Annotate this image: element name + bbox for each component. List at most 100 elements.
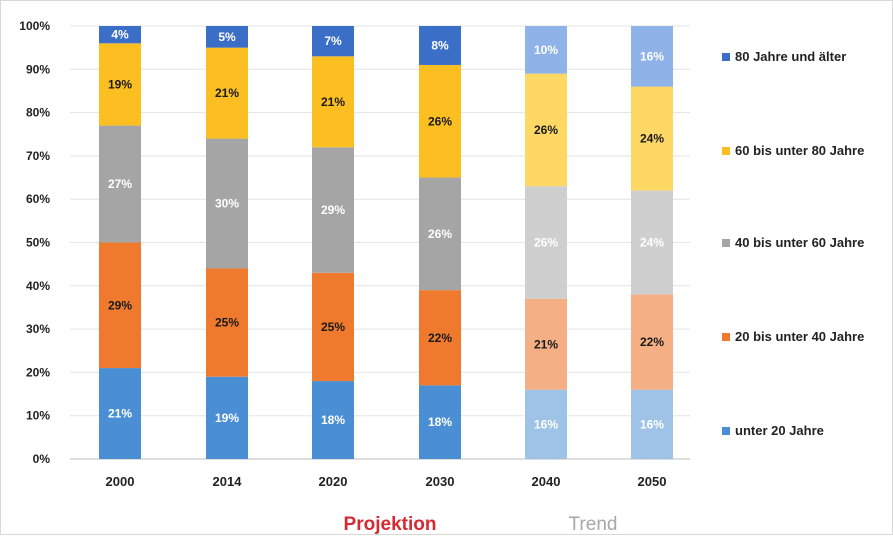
data-label: 21% bbox=[321, 95, 345, 109]
bar-segment bbox=[99, 26, 141, 44]
legend-swatch bbox=[722, 333, 730, 341]
data-label: 27% bbox=[108, 177, 132, 191]
y-tick-label: 50% bbox=[26, 236, 50, 250]
legend-label: 20 bis unter 40 Jahre bbox=[735, 329, 864, 344]
y-tick-label: 100% bbox=[19, 19, 50, 33]
bar-2040: 16% 21% 26% 26% 10% bbox=[525, 26, 567, 459]
data-label: 5% bbox=[218, 30, 236, 44]
data-label: 7% bbox=[324, 34, 342, 48]
y-tick-label: 80% bbox=[26, 106, 50, 120]
y-axis: 0% 10% 20% 30% 40% 50% 60% 70% 80% 90% 100% bbox=[19, 19, 50, 466]
bar-segment bbox=[419, 64, 461, 178]
y-tick-label: 10% bbox=[26, 409, 50, 423]
y-tick-label: 60% bbox=[26, 192, 50, 206]
data-label: 24% bbox=[640, 132, 664, 146]
data-label: 21% bbox=[215, 86, 239, 100]
bar-2014: 19% 25% 30% 21% 5% bbox=[206, 26, 248, 459]
bar-segment bbox=[631, 294, 673, 390]
bar-2020: 18% 25% 29% 21% 7% bbox=[312, 26, 354, 459]
bar-segment bbox=[419, 290, 461, 386]
y-tick-label: 70% bbox=[26, 149, 50, 163]
data-label: 21% bbox=[534, 337, 558, 351]
x-tick-label: 2014 bbox=[213, 474, 243, 489]
data-label: 25% bbox=[215, 316, 239, 330]
x-tick-label: 2030 bbox=[426, 474, 455, 489]
data-label: 26% bbox=[534, 123, 558, 137]
projektion-annotation: Projektion bbox=[344, 514, 437, 535]
bar-segment bbox=[99, 242, 141, 369]
legend-label: 60 bis unter 80 Jahre bbox=[735, 143, 864, 158]
bar-segment bbox=[525, 389, 567, 459]
x-tick-label: 2050 bbox=[638, 474, 667, 489]
bar-segment bbox=[525, 186, 567, 299]
data-label: 16% bbox=[534, 417, 558, 431]
bar-segment bbox=[631, 389, 673, 459]
bar-segment bbox=[312, 272, 354, 382]
legend-entry: 40 bis unter 60 Jahre bbox=[722, 235, 864, 250]
data-label: 22% bbox=[428, 331, 452, 345]
data-label: 26% bbox=[428, 227, 452, 241]
bar-segment bbox=[206, 138, 248, 269]
bar-segment bbox=[312, 147, 354, 273]
legend-swatch bbox=[722, 147, 730, 155]
bar-2030: 18% 22% 26% 26% 8% bbox=[419, 26, 461, 459]
x-tick-label: 2020 bbox=[319, 474, 348, 489]
data-label: 18% bbox=[321, 413, 345, 427]
y-tick-label: 30% bbox=[26, 322, 50, 336]
trend-annotation: Trend bbox=[569, 514, 618, 535]
legend-entry: 80 Jahre und älter bbox=[722, 49, 846, 64]
legend-label: 80 Jahre und älter bbox=[735, 49, 846, 64]
bar-segment bbox=[206, 26, 248, 48]
data-label: 22% bbox=[640, 335, 664, 349]
y-tick-label: 20% bbox=[26, 365, 50, 379]
y-tick-label: 0% bbox=[33, 452, 51, 466]
bars: 21%29%27%19%4%19%25%30%21%5%18%25%29%21%… bbox=[99, 26, 673, 459]
data-label: 29% bbox=[321, 203, 345, 217]
data-label: 30% bbox=[215, 197, 239, 211]
bar-segment bbox=[206, 376, 248, 459]
bar-segment bbox=[419, 385, 461, 459]
data-label: 29% bbox=[108, 298, 132, 312]
legend-swatch bbox=[722, 239, 730, 247]
legend: 80 Jahre und älter 60 bis unter 80 Jahre 4… bbox=[722, 49, 864, 438]
legend-swatch bbox=[722, 427, 730, 435]
data-label: 26% bbox=[428, 114, 452, 128]
bar-segment bbox=[312, 26, 354, 57]
bar-segment bbox=[525, 26, 567, 74]
grid-lines bbox=[70, 25, 690, 460]
bar-2000: 21% 29% 27% 19% 4% bbox=[99, 26, 141, 459]
bar-segment bbox=[631, 190, 673, 295]
legend-label: unter 20 Jahre bbox=[735, 423, 824, 438]
data-label: 16% bbox=[640, 49, 664, 63]
legend-entry: unter 20 Jahre bbox=[722, 423, 824, 438]
bar-segment bbox=[99, 125, 141, 243]
bar-segment bbox=[206, 268, 248, 377]
x-tick-label: 2000 bbox=[106, 474, 135, 489]
bar-segment bbox=[631, 26, 673, 87]
bar-segment bbox=[99, 43, 141, 126]
data-label: 21% bbox=[108, 407, 132, 421]
bar-segment bbox=[312, 381, 354, 459]
legend-entry: 60 bis unter 80 Jahre bbox=[722, 143, 864, 158]
bar-segment bbox=[312, 56, 354, 148]
bar-segment bbox=[99, 368, 141, 459]
data-label: 8% bbox=[431, 38, 449, 52]
bar-2050: 16% 22% 24% 24% 16% bbox=[631, 26, 673, 459]
data-label: 19% bbox=[215, 411, 239, 425]
data-label: 4% bbox=[111, 28, 129, 42]
legend-swatch bbox=[722, 53, 730, 61]
bar-segment bbox=[419, 26, 461, 65]
data-label: 19% bbox=[108, 77, 132, 91]
x-axis: 2000 2014 2020 2030 2040 2050 bbox=[106, 474, 667, 489]
data-label: 16% bbox=[640, 417, 664, 431]
y-tick-label: 90% bbox=[26, 62, 50, 76]
data-label: 18% bbox=[428, 415, 452, 429]
data-label: 10% bbox=[534, 43, 558, 57]
data-label: 26% bbox=[534, 236, 558, 250]
data-label: 24% bbox=[640, 236, 664, 250]
legend-entry: 20 bis unter 40 Jahre bbox=[722, 329, 864, 344]
bar-segment bbox=[525, 73, 567, 187]
bar-segment bbox=[631, 86, 673, 191]
